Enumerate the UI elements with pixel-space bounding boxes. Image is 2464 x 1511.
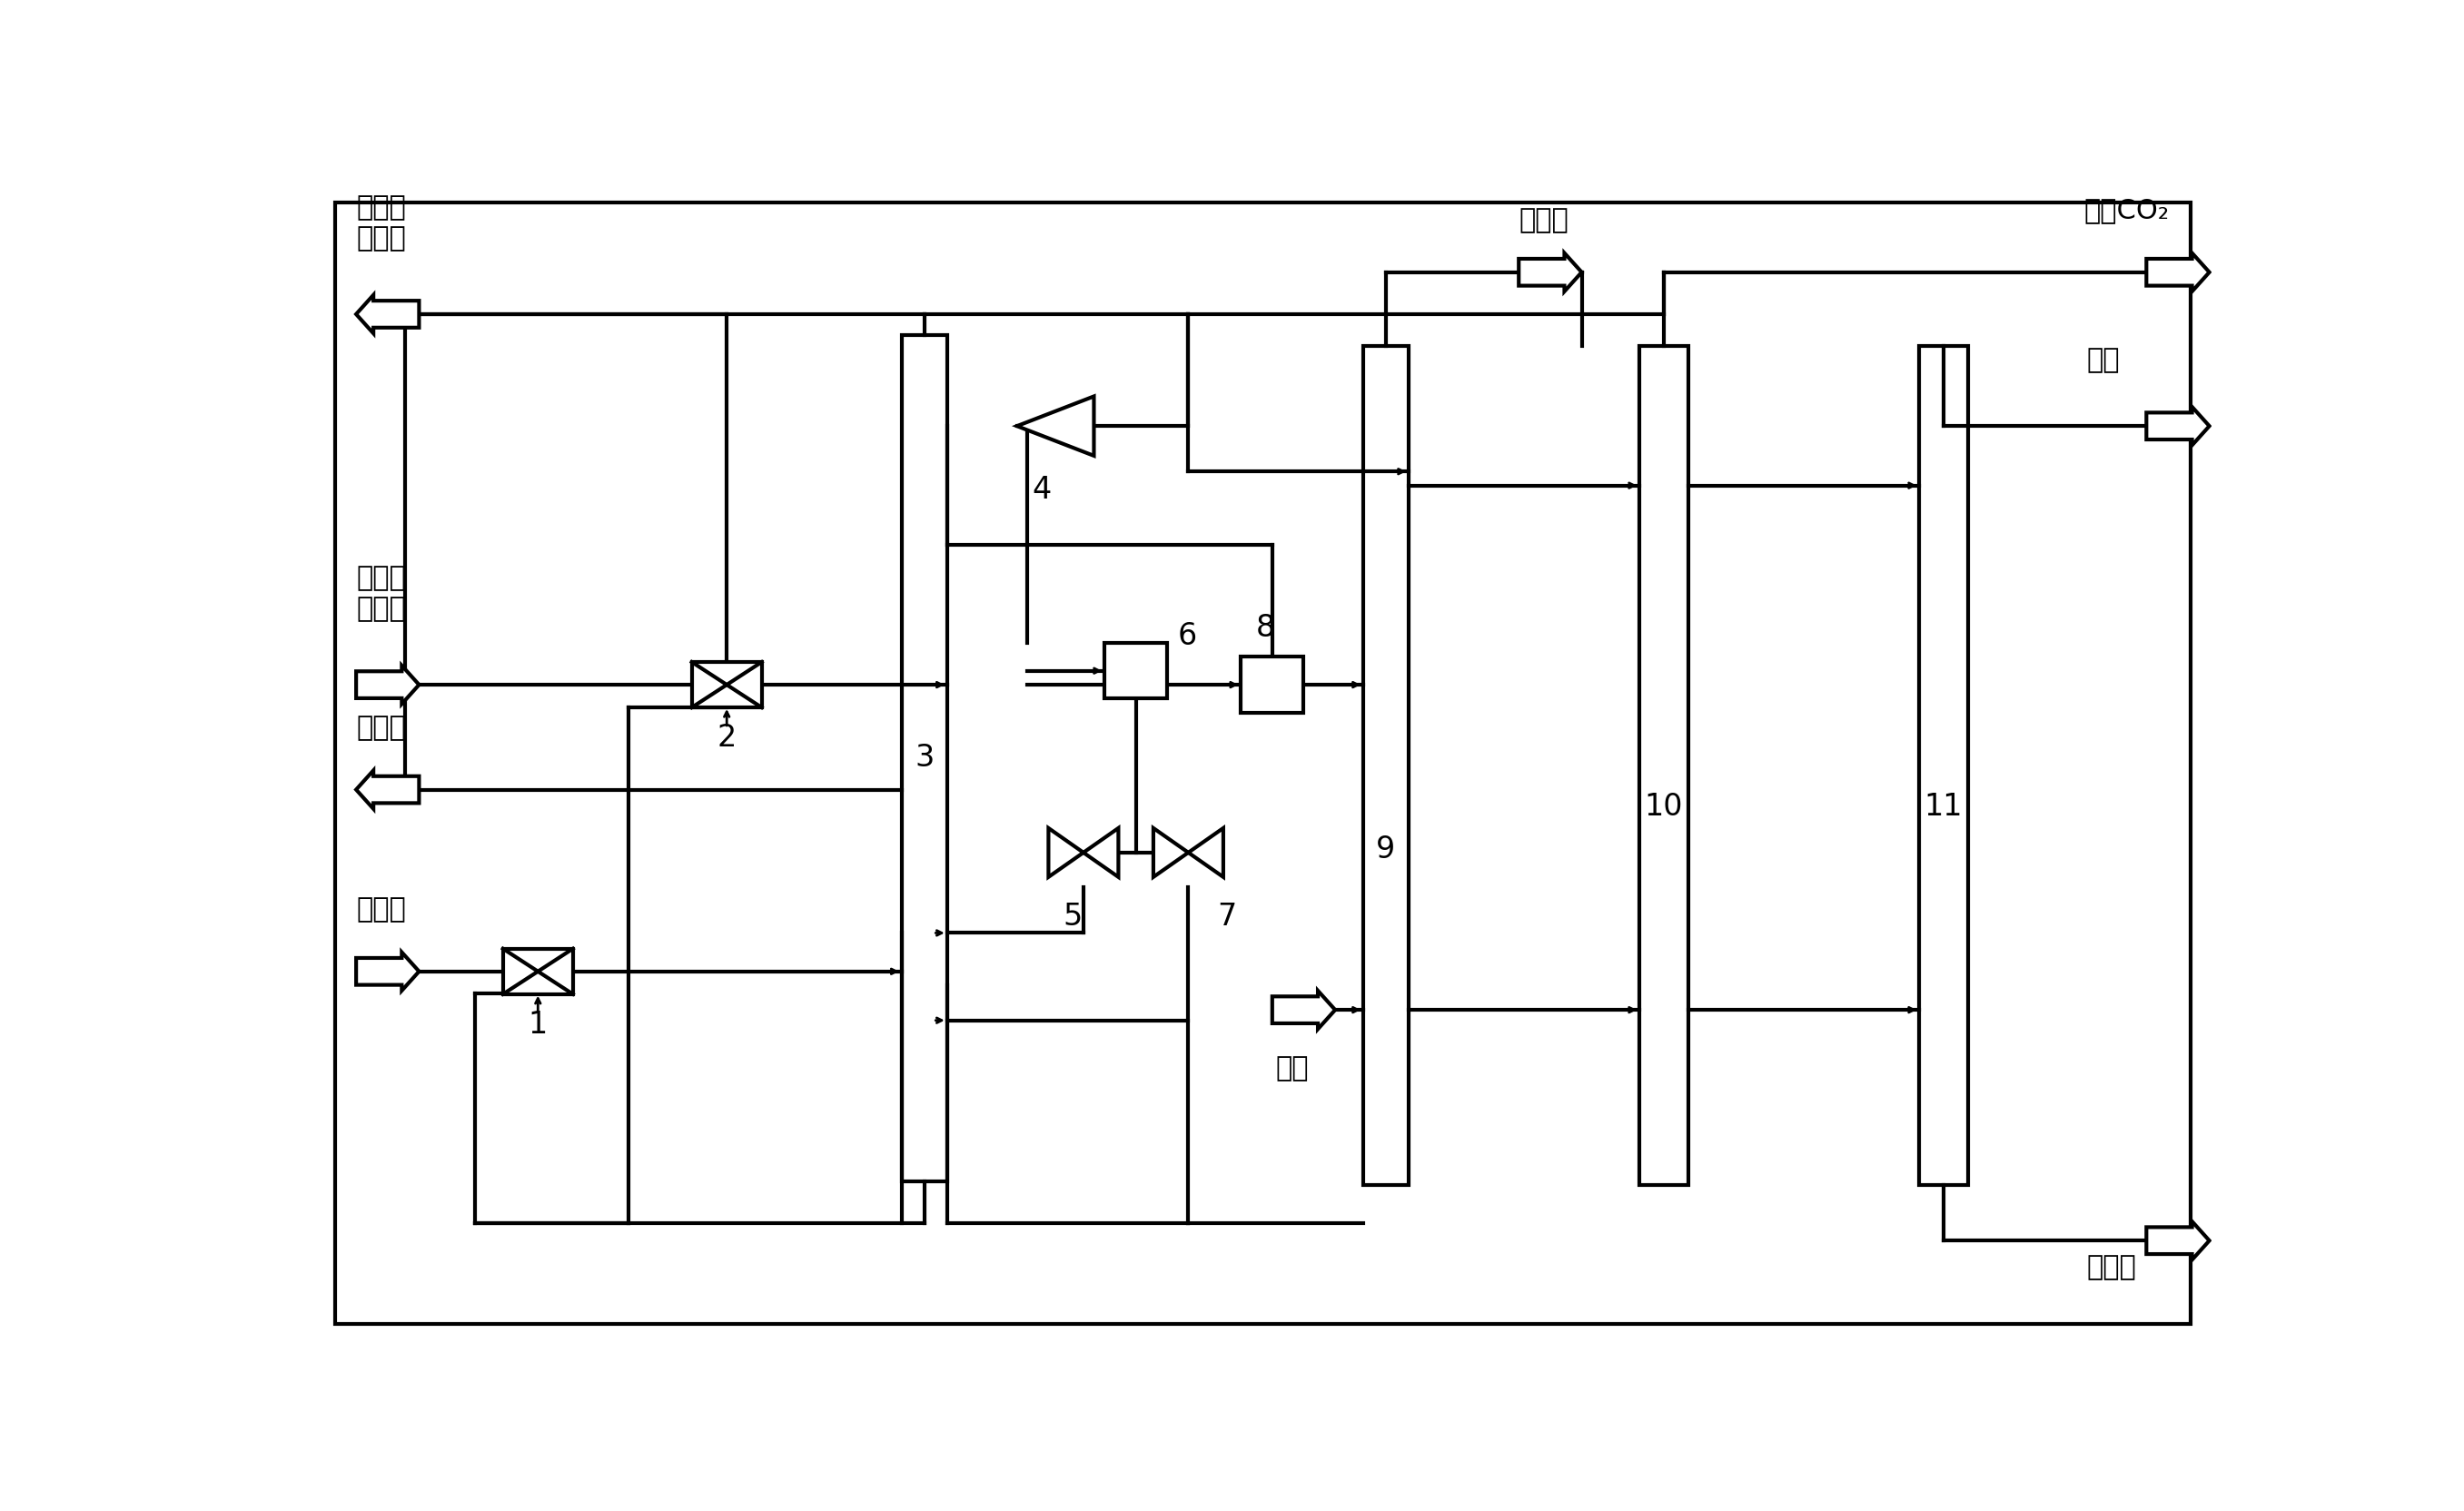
- Polygon shape: [1271, 991, 1335, 1029]
- Polygon shape: [357, 295, 419, 334]
- Polygon shape: [1518, 252, 1582, 292]
- Bar: [503, 949, 574, 994]
- Polygon shape: [1153, 828, 1188, 876]
- Text: 去储罐
吸收剂: 去储罐 吸收剂: [357, 195, 407, 251]
- Polygon shape: [357, 665, 419, 704]
- Polygon shape: [1188, 828, 1222, 876]
- Text: 9: 9: [1377, 834, 1395, 864]
- Text: 10: 10: [1643, 792, 1683, 822]
- Polygon shape: [1050, 828, 1084, 876]
- Text: 4: 4: [1032, 474, 1052, 505]
- Polygon shape: [2146, 1221, 2210, 1260]
- Text: 11: 11: [1924, 792, 1964, 822]
- Text: 回收CO₂: 回收CO₂: [2085, 196, 2168, 224]
- Text: 氮气: 氮气: [1276, 1055, 1308, 1082]
- Text: 原料气: 原料气: [357, 896, 407, 923]
- Text: 2: 2: [717, 724, 737, 752]
- Text: 尾气: 尾气: [2087, 348, 2119, 373]
- Bar: [1919, 346, 1969, 1185]
- Polygon shape: [2146, 406, 2210, 446]
- Bar: [1363, 346, 1409, 1185]
- Text: 自储罐
吸收剂: 自储罐 吸收剂: [357, 565, 407, 623]
- Text: 7: 7: [1217, 902, 1237, 931]
- Text: 8: 8: [1257, 613, 1274, 642]
- Polygon shape: [1018, 396, 1094, 456]
- Polygon shape: [2146, 252, 2210, 292]
- Text: 3: 3: [914, 743, 934, 774]
- Bar: [1639, 346, 1688, 1185]
- Text: 去回收: 去回收: [2087, 1254, 2136, 1281]
- Bar: [1242, 657, 1303, 713]
- Polygon shape: [1084, 828, 1119, 876]
- Text: 1: 1: [527, 1009, 547, 1040]
- Text: 6: 6: [1178, 621, 1198, 651]
- Polygon shape: [357, 771, 419, 808]
- Polygon shape: [357, 952, 419, 991]
- Bar: [692, 662, 761, 707]
- Text: 洗涤水: 洗涤水: [1518, 207, 1570, 234]
- Bar: [1104, 642, 1168, 698]
- Text: 5: 5: [1064, 902, 1082, 931]
- Text: 净化气: 净化气: [357, 715, 407, 740]
- Bar: [902, 335, 946, 1182]
